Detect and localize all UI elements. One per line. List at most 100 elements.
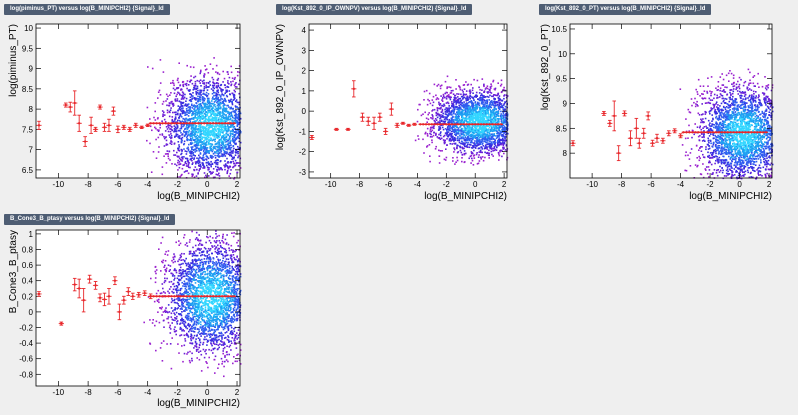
density-point <box>187 115 190 117</box>
density-point <box>233 178 235 180</box>
density-point <box>215 92 218 94</box>
density-point <box>494 115 496 118</box>
density-point <box>211 172 213 175</box>
density-point <box>195 102 198 105</box>
density-point <box>227 153 230 155</box>
density-point <box>198 93 200 95</box>
density-point <box>423 152 425 154</box>
density-point <box>453 99 456 102</box>
density-point <box>486 136 489 138</box>
density-point <box>487 92 489 94</box>
density-point <box>491 138 493 141</box>
density-point <box>496 134 498 137</box>
density-point <box>158 146 160 148</box>
density-point <box>499 143 501 146</box>
density-point <box>173 120 175 123</box>
density-point <box>184 128 186 130</box>
density-point <box>233 111 236 114</box>
density-point <box>217 98 219 100</box>
density-point <box>478 110 480 113</box>
density-point <box>485 87 488 89</box>
density-point <box>224 138 226 141</box>
density-point <box>484 96 487 98</box>
density-point <box>455 79 457 81</box>
density-point <box>469 134 471 136</box>
density-point <box>212 117 215 119</box>
density-point <box>238 116 241 118</box>
density-point <box>216 112 218 115</box>
density-point <box>230 101 233 103</box>
density-point <box>490 128 492 131</box>
density-point <box>471 96 474 99</box>
density-point <box>490 133 493 136</box>
density-point <box>220 160 222 162</box>
density-point <box>184 83 187 85</box>
density-point <box>462 97 465 99</box>
density-point <box>207 175 210 177</box>
density-point <box>424 132 426 135</box>
density-point <box>237 123 240 125</box>
density-point <box>169 94 171 96</box>
density-point <box>498 134 500 136</box>
marker <box>98 105 102 109</box>
density-point <box>157 117 159 119</box>
density-point <box>157 97 159 99</box>
density-point <box>157 151 160 153</box>
density-point <box>211 139 214 142</box>
density-point <box>490 118 492 121</box>
density-point <box>222 100 225 102</box>
density-point <box>501 134 503 136</box>
density-point <box>202 96 204 99</box>
x-tick-label: -8 <box>85 180 93 189</box>
density-point <box>455 105 457 108</box>
density-point <box>492 112 495 115</box>
density-point <box>226 171 229 173</box>
density-point <box>503 108 506 110</box>
density-point <box>236 124 239 127</box>
density-point <box>447 131 449 133</box>
density-point <box>210 113 213 116</box>
density-point <box>489 119 491 121</box>
density-point <box>453 136 456 139</box>
density-point <box>239 117 242 120</box>
density-point <box>178 157 181 159</box>
density-point <box>229 151 231 154</box>
density-point <box>466 96 468 98</box>
density-point <box>474 128 477 130</box>
density-point <box>494 143 496 145</box>
density-point <box>500 83 503 86</box>
density-point <box>452 89 454 92</box>
density-point <box>473 136 475 138</box>
density-point <box>493 125 496 128</box>
density-point <box>233 134 235 137</box>
density-point <box>487 110 489 112</box>
density-point <box>207 112 209 114</box>
density-point <box>180 127 183 130</box>
density-point <box>226 138 228 141</box>
density-point <box>189 96 192 99</box>
density-point <box>219 99 222 101</box>
density-point <box>215 64 218 67</box>
density-point <box>439 85 442 87</box>
density-point <box>501 99 504 102</box>
density-point <box>462 98 464 100</box>
density-point <box>506 121 509 124</box>
density-point <box>423 99 425 101</box>
density-point <box>231 136 234 138</box>
density-point <box>466 124 468 127</box>
density-point <box>464 129 467 132</box>
density-point <box>199 156 201 158</box>
density-point <box>481 156 484 158</box>
density-point <box>477 140 480 143</box>
density-point <box>501 135 504 138</box>
density-point <box>217 143 219 145</box>
density-point <box>232 140 235 143</box>
density-point <box>229 115 231 118</box>
density-point <box>473 145 475 147</box>
density-point <box>177 112 179 115</box>
density-point <box>475 106 477 109</box>
density-point <box>487 140 489 142</box>
density-point <box>226 89 228 92</box>
density-point <box>201 98 204 100</box>
density-point <box>224 134 226 136</box>
